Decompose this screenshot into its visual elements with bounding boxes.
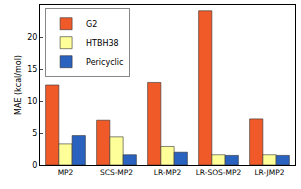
svg-text:HTBH38: HTBH38: [86, 39, 119, 48]
svg-text:LR-SOS-MP2: LR-SOS-MP2: [196, 168, 242, 177]
svg-text:MP2: MP2: [58, 168, 74, 177]
svg-text:5: 5: [32, 129, 37, 138]
svg-text:15: 15: [27, 65, 37, 74]
svg-text:LR-JMP2: LR-JMP2: [254, 168, 284, 177]
svg-text:LR-MP2: LR-MP2: [154, 168, 182, 177]
svg-text:Pericyclic: Pericyclic: [86, 58, 123, 67]
svg-text:G2: G2: [86, 20, 97, 29]
svg-text:SCS-MP2: SCS-MP2: [100, 168, 133, 177]
svg-text:0: 0: [32, 161, 37, 170]
svg-text:10: 10: [27, 97, 37, 106]
svg-text:20: 20: [27, 33, 37, 42]
svg-text:MAE (kcal/mol): MAE (kcal/mol): [14, 55, 23, 115]
